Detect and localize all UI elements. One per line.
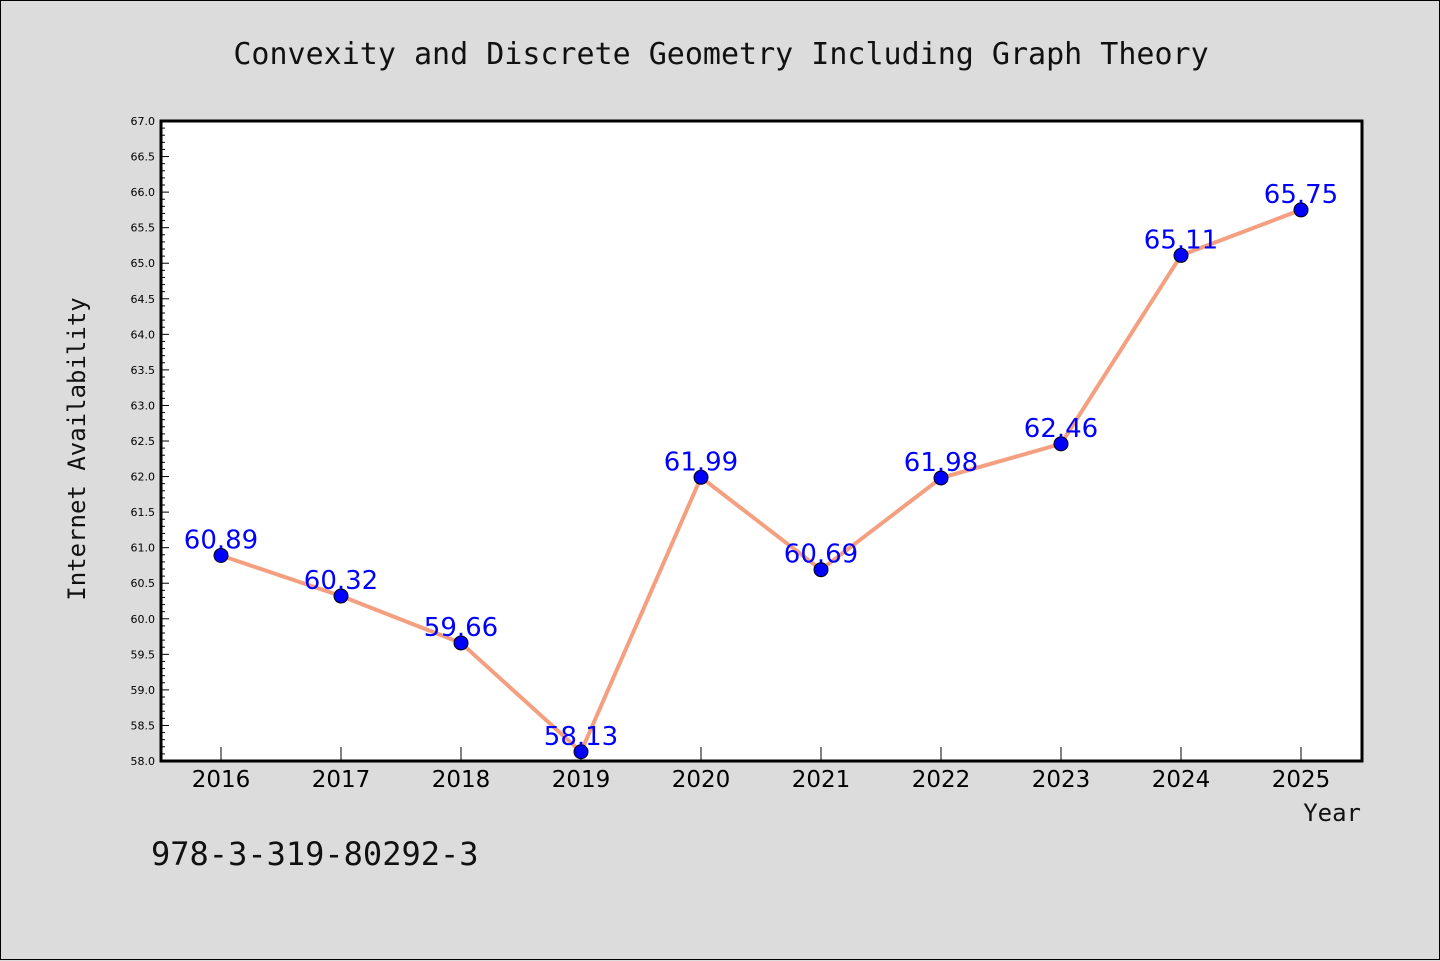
- plot-frame: [159, 119, 1364, 763]
- data-point-label: 60.32: [304, 566, 378, 596]
- data-point-marker: [453, 635, 469, 651]
- data-point-label: 59.66: [424, 613, 498, 643]
- x-axis-label: Year: [1303, 799, 1361, 827]
- y-tick-label: 59.0: [131, 684, 156, 697]
- y-tick-label: 63.0: [131, 399, 156, 412]
- data-point-label: 61.98: [904, 448, 978, 478]
- y-tick-label: 60.0: [131, 613, 156, 626]
- data-point-marker: [1173, 247, 1189, 263]
- series-line-group: [220, 208, 1302, 754]
- data-point-marker: [813, 562, 829, 578]
- data-point-marker: [213, 547, 229, 563]
- data-point-marker: [333, 588, 349, 604]
- x-tick-label: 2020: [672, 767, 731, 793]
- plot-area: [161, 121, 1362, 761]
- data-point-marker: [1053, 436, 1069, 452]
- x-tick-label: 2021: [792, 767, 851, 793]
- y-tick-label: 63.5: [131, 364, 156, 377]
- data-point-label: 65.75: [1264, 180, 1338, 210]
- x-tick-label: 2025: [1272, 767, 1331, 793]
- series-line: [220, 208, 1302, 754]
- data-label-group: 60.89 60.32 59.66 58.13 61.99 60.69 61.98 62.46…: [184, 180, 1338, 752]
- data-point-label: 62.46: [1024, 414, 1098, 444]
- x-tick-label: 2023: [1032, 767, 1091, 793]
- isbn-text: 978-3-319-80292-3: [151, 835, 479, 873]
- y-tick-label: 66.0: [131, 186, 156, 199]
- chart-title: Convexity and Discrete Geometry Includin…: [233, 37, 1208, 72]
- marker-group: [213, 202, 1309, 760]
- y-tick-label: 66.5: [131, 151, 156, 164]
- data-point-label: 58.13: [544, 722, 618, 752]
- x-axis: 2016 2017 2018 2019 2020 2021 2022 2023 2024 2025: [192, 747, 1331, 793]
- y-tick-label: 64.5: [131, 293, 156, 306]
- y-tick-label: 62.5: [131, 435, 156, 448]
- data-point-label: 65.11: [1144, 225, 1218, 255]
- data-point-marker: [573, 744, 589, 760]
- y-tick-label: 58.5: [131, 719, 156, 732]
- x-tick-label: 2017: [312, 767, 371, 793]
- data-point-label: 60.69: [784, 540, 858, 570]
- x-tick-label: 2024: [1152, 767, 1211, 793]
- y-tick-label: 59.5: [131, 648, 156, 661]
- y-tick-label: 64.0: [131, 328, 156, 341]
- y-tick-label: 65.0: [131, 257, 156, 270]
- x-tick-label: 2018: [432, 767, 491, 793]
- y-tick-label: 61.0: [131, 542, 156, 555]
- y-tick-label: 62.0: [131, 471, 156, 484]
- y-tick-label: 58.0: [131, 755, 156, 768]
- y-axis-label: Internet Availability: [63, 297, 91, 600]
- y-tick-label: 65.5: [131, 222, 156, 235]
- data-point-label: 60.89: [184, 525, 258, 555]
- y-tick-label: 67.0: [131, 115, 156, 128]
- y-tick-label: 61.5: [131, 506, 156, 519]
- x-tick-label: 2016: [192, 767, 251, 793]
- data-point-label: 61.99: [664, 447, 738, 477]
- x-tick-label: 2022: [912, 767, 971, 793]
- y-tick-label: 60.5: [131, 577, 156, 590]
- data-point-marker: [933, 470, 949, 486]
- x-tick-label: 2019: [552, 767, 611, 793]
- data-point-marker: [1293, 202, 1309, 218]
- data-point-marker: [693, 469, 709, 485]
